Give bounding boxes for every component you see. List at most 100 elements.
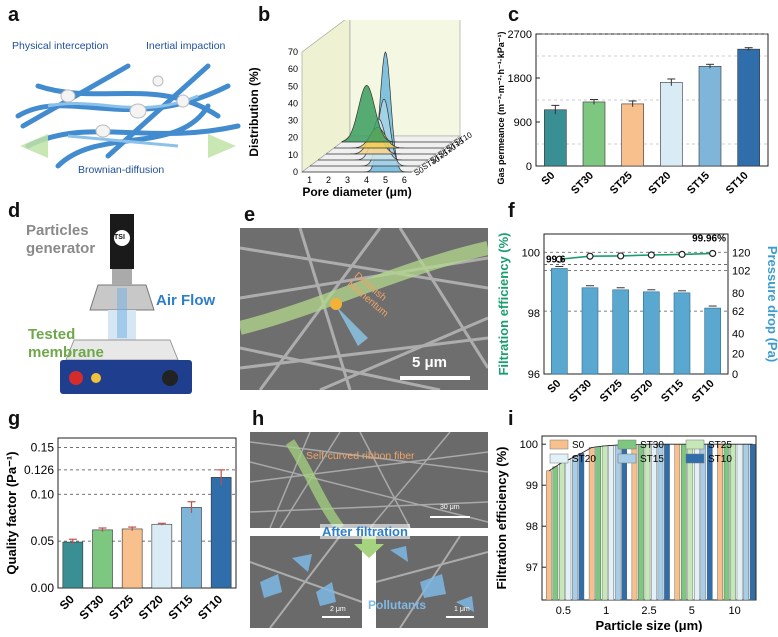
chart-i-bar-st15 bbox=[657, 444, 664, 601]
chart-i-legend-swatch bbox=[685, 453, 705, 464]
chart-i-legend-label: S0 bbox=[572, 440, 585, 451]
chart-b-series-st15 bbox=[310, 98, 420, 167]
panel-label-a: a bbox=[8, 4, 20, 26]
chart-c-svg: 0 900 1800 2700 S0 ST30 ST25 ST20 ST15 ST10 Gas pe… bbox=[496, 29, 769, 197]
chart-i-bar-st30 bbox=[552, 466, 559, 601]
chart-f-x-tick: ST10 bbox=[690, 378, 717, 405]
tsi-logo: TSI bbox=[114, 234, 125, 241]
chart-c-bar-st25 bbox=[621, 103, 644, 167]
chart-c: 0 900 1800 2700 S0 ST30 ST25 ST20 ST15 ST10 Gas pe… bbox=[490, 14, 775, 204]
chart-b-y-tick: 70 bbox=[288, 47, 298, 57]
chart-i-legend-label: ST15 bbox=[640, 454, 664, 465]
chart-i-bar-st30 bbox=[680, 444, 687, 601]
particles-generator-label: Particles generator bbox=[26, 222, 96, 257]
chart-i-y-tick: 99 bbox=[526, 480, 538, 492]
chart-f-right-tick: 80 bbox=[732, 288, 744, 300]
chart-i-bar-st30 bbox=[638, 444, 644, 601]
chart-i-bar-st25 bbox=[644, 444, 651, 601]
scale-label-left: 2 μm bbox=[330, 606, 346, 613]
chart-b-series-s0 bbox=[341, 85, 452, 143]
chart-b-y-tick: 10 bbox=[288, 150, 298, 160]
chart-f-y-label-left: Filtration efficiency (%) bbox=[496, 232, 511, 375]
chart-i-bar-st25 bbox=[730, 444, 736, 601]
chart-i-bar-st20 bbox=[608, 445, 614, 601]
chart-f-svg: 96 98 100 0 20 40 62 80 102 120 S0 ST30 ST25 ST20 ST15… bbox=[496, 232, 778, 405]
chart-b-x-label: Pore diameter (μm) bbox=[302, 185, 411, 199]
chart-f-x-tick: ST30 bbox=[567, 378, 594, 405]
panel-a-illustration: Physical interception Inertial impaction… bbox=[8, 26, 248, 186]
chart-f-left-tick: 98 bbox=[528, 308, 540, 320]
chart-b-y-tick: 50 bbox=[288, 81, 298, 91]
chart-i-bar-s0 bbox=[717, 444, 723, 601]
chart-i-bar-s0 bbox=[546, 470, 552, 601]
chart-i-bar-st30 bbox=[723, 444, 730, 601]
panel-label-c: c bbox=[508, 4, 520, 26]
chart-i-bar-st15 bbox=[743, 444, 749, 601]
chart-f-right-tick: 120 bbox=[732, 247, 750, 259]
chart-i-bar-st25 bbox=[601, 445, 608, 601]
chart-c-x-tick: ST30 bbox=[569, 170, 596, 197]
chart-g-y-tick: 0.126 bbox=[24, 463, 54, 477]
chart-b-depth-label: S0 bbox=[413, 165, 426, 178]
chart-i-bar-st15 bbox=[700, 444, 707, 601]
chart-i-bar-st10 bbox=[749, 444, 756, 601]
chart-f-bar-st15 bbox=[673, 292, 691, 375]
chart-i-legend-swatch bbox=[617, 453, 637, 464]
chart-i-y-tick: 98 bbox=[526, 521, 538, 533]
chart-i-bar-st15 bbox=[572, 456, 578, 601]
chart-f-left-tick: 96 bbox=[528, 369, 540, 381]
chart-f-efficiency-point bbox=[709, 249, 717, 258]
chart-i-trend-line bbox=[548, 443, 753, 472]
chart-i-bar-s0 bbox=[674, 444, 681, 601]
chart-c-y-tick: 1800 bbox=[508, 73, 532, 85]
chart-f-y-label-right: Pressure drop (Pa) bbox=[765, 246, 778, 362]
chart-f-efficiency-point bbox=[678, 250, 686, 258]
chart-i-bar-st10 bbox=[578, 453, 585, 601]
chart-b-y-label: Distribution (%) bbox=[247, 67, 261, 156]
chart-c-x-tick: ST10 bbox=[724, 170, 751, 197]
chart-i-bar-st10 bbox=[621, 444, 627, 601]
chart-g-bar-st10 bbox=[210, 477, 232, 589]
chart-i-legend-swatch bbox=[549, 439, 569, 450]
chart-i-x-label: Particle size (μm) bbox=[596, 618, 703, 632]
scale-label-top: 30 μm bbox=[440, 504, 460, 511]
chart-i-bar-st20 bbox=[693, 444, 700, 601]
chart-i-y-tick: 100 bbox=[520, 439, 538, 451]
chart-f-right-tick: 40 bbox=[732, 328, 744, 340]
chart-i-x-tick: 5 bbox=[689, 605, 695, 617]
chart-i-y-label: Filtration efficiency (%) bbox=[494, 446, 509, 589]
panel-label-b: b bbox=[258, 4, 271, 26]
chart-g-bar-s0 bbox=[62, 541, 84, 589]
chart-i-legend-label: ST30 bbox=[640, 440, 664, 451]
chart-i-legend-swatch bbox=[549, 453, 569, 464]
chart-f-frame bbox=[543, 233, 729, 375]
chart-f-right-tick: 20 bbox=[732, 349, 744, 361]
chart-f-efficiency-point bbox=[617, 252, 625, 260]
chart-b: 0 10 20 30 40 50 60 70 1 2 3 4 5 6 Pore diameter (μm) D… bbox=[240, 15, 490, 200]
chart-g-x-tick: ST25 bbox=[106, 592, 136, 622]
chart-f-right-tick: 102 bbox=[732, 266, 750, 278]
filtration-sem-drawing bbox=[250, 432, 488, 628]
fiber-sem-drawing bbox=[240, 228, 488, 390]
chart-c-bar-st15 bbox=[698, 65, 722, 167]
panel-d-photo: Particles generator Air Flow Tested memb… bbox=[8, 210, 223, 400]
panel-e-sem-image: Diminish Momentum 5 μm bbox=[240, 228, 488, 390]
chart-c-bar-st20 bbox=[660, 82, 683, 167]
chart-b-x-tick: 2 bbox=[326, 175, 331, 185]
chart-i-legend-label: ST20 bbox=[572, 454, 596, 465]
chart-f-x-tick: ST25 bbox=[598, 378, 625, 405]
chart-i-bar-st25 bbox=[559, 462, 565, 601]
chart-g-x-tick: S0 bbox=[57, 592, 78, 613]
chart-i-x-tick: 1 bbox=[603, 605, 609, 617]
chart-g-y-tick: 0.10 bbox=[31, 487, 55, 501]
chart-i-bar-st25 bbox=[687, 444, 694, 601]
chart-c-x-tick: S0 bbox=[539, 170, 557, 188]
chart-c-bar-st30 bbox=[582, 101, 606, 167]
chart-f-x-tick: ST15 bbox=[659, 378, 686, 405]
panel-h-sem-image: Self-curved ribbon fiber After filtratio… bbox=[250, 432, 488, 628]
chart-b-y-tick: 20 bbox=[288, 133, 298, 143]
chart-b-x-tick: 4 bbox=[364, 175, 369, 185]
chart-f-bar-st10 bbox=[704, 307, 721, 375]
chart-g-x-tick: ST30 bbox=[76, 592, 106, 622]
